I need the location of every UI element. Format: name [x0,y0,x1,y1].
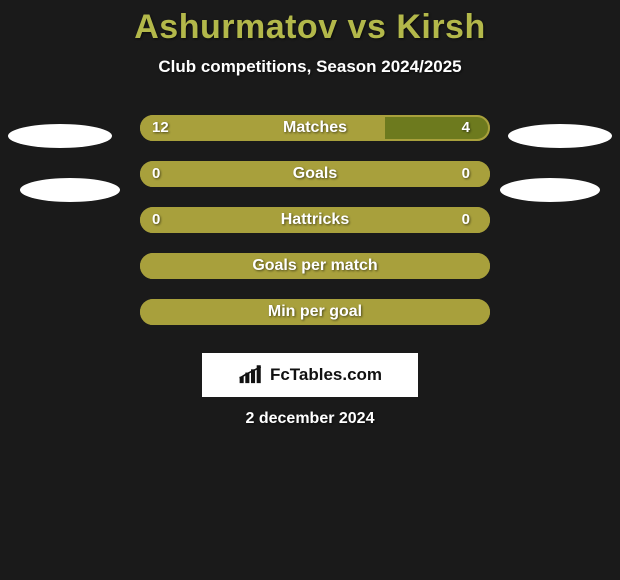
value-left: 0 [152,207,160,233]
vs-separator: vs [338,8,397,46]
stat-row: 00Hattricks [0,207,620,233]
source-badge: FcTables.com [202,353,418,397]
bar-track [140,299,490,325]
bar-track [140,161,490,187]
value-right: 0 [462,207,470,233]
bar-track [140,253,490,279]
bar-track [140,115,490,141]
bar-segment-left [140,115,385,141]
bar-segment-left [140,299,490,325]
value-left: 12 [152,115,169,141]
decorative-ellipse [20,178,120,202]
bar-segment-left [140,253,490,279]
value-right: 0 [462,161,470,187]
date-label: 2 december 2024 [0,410,620,428]
player-right-name: Kirsh [396,8,485,46]
decorative-ellipse [508,124,612,148]
page-title: Ashurmatov vs Kirsh [0,0,620,47]
infographic-root: Ashurmatov vs Kirsh Club competitions, S… [0,0,620,580]
stat-row: Min per goal [0,299,620,325]
bars-icon [238,365,264,385]
comparison-bars: 124Matches00Goals00HattricksGoals per ma… [0,115,620,325]
player-left-name: Ashurmatov [134,8,337,46]
decorative-ellipse [8,124,112,148]
decorative-ellipse [500,178,600,202]
value-right: 4 [462,115,470,141]
bar-track [140,207,490,233]
value-left: 0 [152,161,160,187]
bar-segment-right [385,115,490,141]
subtitle: Club competitions, Season 2024/2025 [0,57,620,77]
source-badge-text: FcTables.com [270,365,382,385]
stat-row: Goals per match [0,253,620,279]
bar-segment-left [140,161,490,187]
bar-segment-left [140,207,490,233]
